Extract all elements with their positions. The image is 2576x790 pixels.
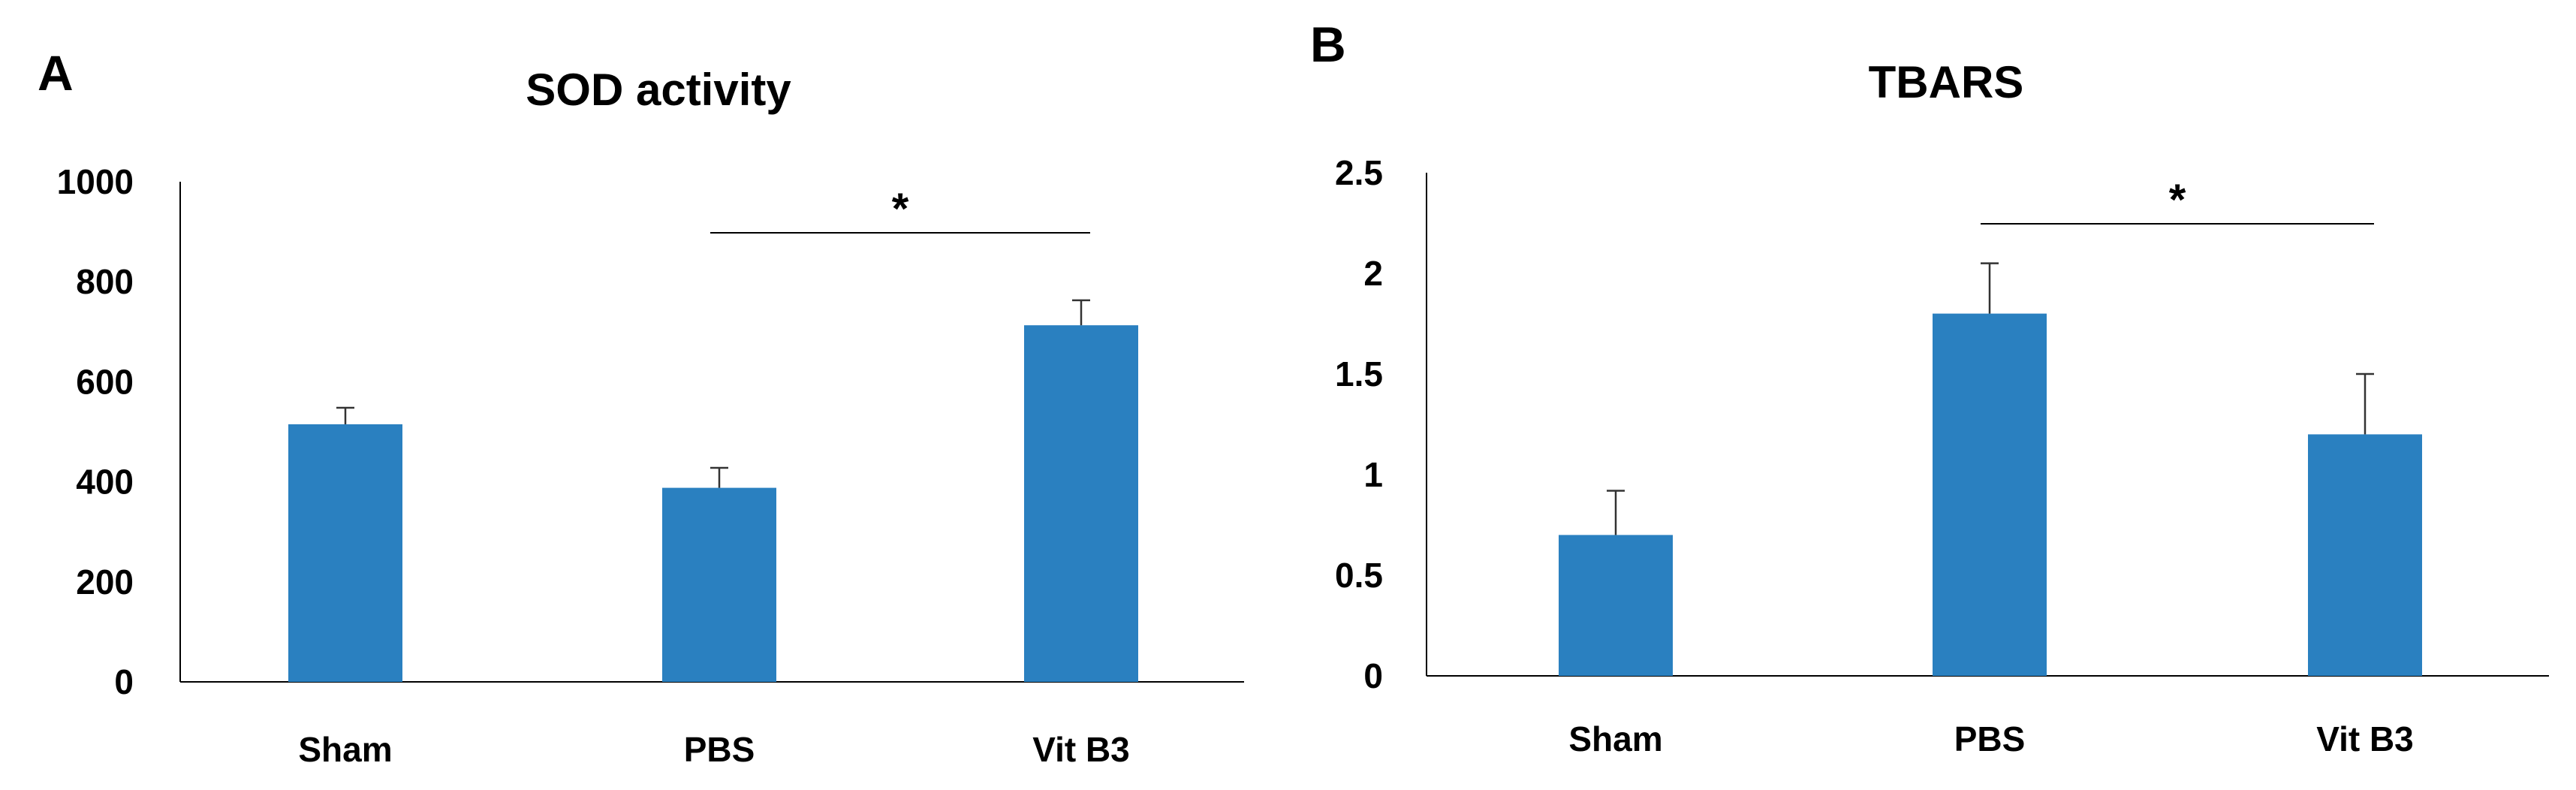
y-tick-label-tbars-4: 2 — [1363, 254, 1383, 293]
plot-area-tbars: 0 0.5 1 1.5 2 2.5 Sham PBS Vit B3 * — [1335, 153, 2549, 758]
y-tick-label-tbars-0: 0 — [1363, 656, 1383, 695]
significance-star-sod: * — [892, 185, 909, 234]
plot-area-sod: 0 200 400 600 800 1000 Sham PBS Vit B3 * — [57, 162, 1244, 769]
chart-title-tbars: TBARS — [1869, 57, 2024, 107]
y-tick-label-tbars-3: 1.5 — [1335, 354, 1383, 393]
y-tick-label-sod-1: 200 — [76, 562, 134, 602]
category-label-tbars-vit-b3: Vit B3 — [2316, 719, 2414, 758]
y-tick-label-sod-2: 400 — [76, 463, 134, 502]
bar-tbars-pbs — [1933, 313, 2047, 676]
significance-star-tbars: * — [2169, 176, 2186, 225]
bar-tbars-sham — [1559, 535, 1673, 676]
category-label-tbars-sham: Sham — [1568, 719, 1662, 758]
y-tick-label-sod-4: 800 — [76, 262, 134, 301]
panel-label-a: A — [38, 45, 74, 101]
bar-sod-vit-b3 — [1024, 325, 1138, 682]
y-tick-label-tbars-2: 1 — [1363, 455, 1383, 494]
y-tick-label-tbars-5: 2.5 — [1335, 153, 1383, 192]
chart-title-sod-activity: SOD activity — [526, 65, 791, 115]
category-label-tbars-pbs: PBS — [1954, 719, 2026, 758]
y-tick-label-sod-3: 600 — [76, 362, 134, 401]
category-label-sod-vit-b3: Vit B3 — [1032, 730, 1130, 769]
category-label-sod-sham: Sham — [298, 730, 392, 769]
bar-sod-pbs — [662, 487, 776, 682]
y-tick-label-sod-5: 1000 — [57, 162, 134, 201]
y-tick-label-tbars-1: 0.5 — [1335, 556, 1383, 595]
y-tick-label-sod-0: 0 — [114, 662, 134, 701]
panel-b-tbars: B TBARS 0 0.5 1 1.5 2 2.5 Sham PBS Vit B3 * — [1310, 17, 2549, 758]
panel-label-b: B — [1310, 17, 1346, 72]
bar-tbars-vit-b3 — [2308, 434, 2422, 676]
panel-a-sod-activity: A SOD activity 0 200 400 600 800 1000 Sham PBS V… — [38, 45, 1244, 769]
bar-sod-sham — [288, 424, 402, 682]
category-label-sod-pbs: PBS — [684, 730, 755, 769]
